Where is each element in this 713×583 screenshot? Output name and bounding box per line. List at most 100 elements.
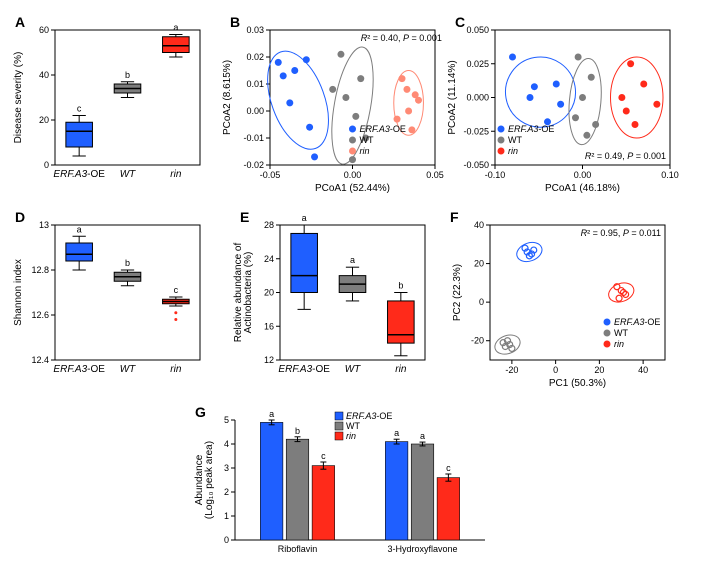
bar-3-Hydroxyflavone-wt bbox=[411, 444, 434, 540]
svg-text:5: 5 bbox=[224, 415, 229, 425]
svg-text:a: a bbox=[394, 428, 399, 438]
svg-text:Abundance(Log₁₀ peak area): Abundance(Log₁₀ peak area) bbox=[194, 441, 215, 519]
svg-text:Relative abundance ofActinobac: Relative abundance ofActinobacteria (%) bbox=[233, 243, 254, 343]
svg-text:-0.02: -0.02 bbox=[243, 160, 264, 170]
svg-text:R² = 0.40, P = 0.001: R² = 0.40, P = 0.001 bbox=[361, 33, 442, 43]
svg-text:PCoA2 (8.615%): PCoA2 (8.615%) bbox=[222, 60, 233, 135]
svg-text:b: b bbox=[125, 70, 130, 80]
svg-text:0: 0 bbox=[479, 297, 484, 307]
svg-text:ERF.A3-OE: ERF.A3-OE bbox=[53, 169, 105, 180]
point-oe bbox=[311, 153, 318, 160]
svg-text:2: 2 bbox=[224, 487, 229, 497]
svg-text:28: 28 bbox=[264, 220, 274, 230]
point-rin bbox=[394, 116, 401, 123]
bar-Riboflavin-oe bbox=[260, 422, 283, 540]
svg-text:16: 16 bbox=[264, 321, 274, 331]
svg-text:PC1 (50.3%): PC1 (50.3%) bbox=[549, 378, 606, 389]
svg-text:PCoA1 (46.18%): PCoA1 (46.18%) bbox=[545, 183, 620, 194]
point-oe bbox=[291, 67, 298, 74]
point-wt bbox=[357, 75, 364, 82]
point-wt bbox=[588, 74, 595, 81]
point-wt bbox=[329, 86, 336, 93]
panel-D: 12.412.612.813Shannon indexaERF.A3-OEbWT… bbox=[55, 225, 200, 360]
panel-label-B: B bbox=[230, 14, 240, 30]
svg-text:0: 0 bbox=[224, 535, 229, 545]
svg-text:0.02: 0.02 bbox=[246, 52, 264, 62]
point-rin bbox=[632, 121, 639, 128]
svg-text:a: a bbox=[173, 23, 178, 33]
panel-label-F: F bbox=[450, 209, 459, 225]
svg-text:R² = 0.49, P = 0.001: R² = 0.49, P = 0.001 bbox=[585, 151, 666, 161]
point-oe bbox=[286, 99, 293, 106]
bar-Riboflavin-rin bbox=[312, 466, 335, 540]
svg-text:20: 20 bbox=[594, 365, 604, 375]
point-wt bbox=[349, 156, 356, 163]
svg-text:WT: WT bbox=[508, 135, 522, 145]
svg-text:a: a bbox=[302, 213, 307, 223]
svg-text:b: b bbox=[295, 426, 300, 436]
svg-text:c: c bbox=[174, 285, 179, 295]
bar-Riboflavin-wt bbox=[286, 439, 309, 540]
svg-text:0.025: 0.025 bbox=[466, 59, 489, 69]
svg-text:a: a bbox=[350, 255, 355, 265]
svg-text:20: 20 bbox=[264, 288, 274, 298]
svg-text:0.10: 0.10 bbox=[661, 170, 679, 180]
svg-text:rin: rin bbox=[614, 339, 624, 349]
svg-text:0.00: 0.00 bbox=[344, 170, 362, 180]
panel-label-E: E bbox=[240, 209, 249, 225]
point-wt bbox=[575, 54, 582, 61]
svg-text:-0.10: -0.10 bbox=[485, 170, 506, 180]
svg-text:12: 12 bbox=[264, 355, 274, 365]
svg-text:20: 20 bbox=[39, 115, 49, 125]
point-rin bbox=[627, 60, 634, 67]
svg-text:rin: rin bbox=[395, 364, 407, 375]
bar-3-Hydroxyflavone-rin bbox=[437, 478, 460, 540]
point-oe bbox=[509, 54, 516, 61]
svg-text:ERF.A3-OE: ERF.A3-OE bbox=[278, 364, 330, 375]
point-rin bbox=[653, 101, 660, 108]
panel-label-A: A bbox=[15, 14, 25, 30]
point-rin bbox=[415, 97, 422, 104]
box-rin bbox=[388, 301, 415, 343]
svg-text:0.05: 0.05 bbox=[426, 170, 444, 180]
point-oe bbox=[306, 124, 313, 131]
box-rin bbox=[163, 37, 190, 53]
svg-text:ERF.A3-OE: ERF.A3-OE bbox=[360, 124, 406, 134]
svg-text:ERF.A3-OE: ERF.A3-OE bbox=[53, 364, 105, 375]
bar-3-Hydroxyflavone-oe bbox=[385, 442, 408, 540]
svg-text:WT: WT bbox=[360, 135, 374, 145]
svg-text:0.00: 0.00 bbox=[246, 106, 264, 116]
svg-text:c: c bbox=[321, 451, 326, 461]
svg-text:4: 4 bbox=[224, 439, 229, 449]
panel-A: 0204060Disease severity (%)cERF.A3-OEbWT… bbox=[55, 30, 200, 165]
svg-text:-20: -20 bbox=[471, 336, 484, 346]
point-rin bbox=[618, 94, 625, 101]
svg-text:c: c bbox=[446, 463, 451, 473]
svg-text:60: 60 bbox=[39, 25, 49, 35]
svg-text:a: a bbox=[77, 224, 82, 234]
point-oe bbox=[280, 72, 287, 79]
svg-text:b: b bbox=[125, 258, 130, 268]
svg-text:rin: rin bbox=[170, 169, 182, 180]
svg-text:-0.050: -0.050 bbox=[463, 160, 489, 170]
svg-text:-0.025: -0.025 bbox=[463, 126, 489, 136]
svg-text:40: 40 bbox=[474, 220, 484, 230]
svg-text:12.4: 12.4 bbox=[31, 355, 49, 365]
panel-label-D: D bbox=[15, 209, 25, 225]
point-oe bbox=[531, 83, 538, 90]
svg-text:Disease severity (%): Disease severity (%) bbox=[13, 52, 24, 144]
panel-B: -0.050.000.05-0.02-0.010.000.010.020.03P… bbox=[270, 30, 435, 165]
point-oe bbox=[557, 101, 564, 108]
panel-C: -0.100.000.10-0.050-0.0250.0000.0250.050… bbox=[495, 30, 670, 165]
svg-text:PCoA2 (11.14%): PCoA2 (11.14%) bbox=[447, 60, 458, 134]
svg-text:rin: rin bbox=[360, 146, 370, 156]
svg-text:WT: WT bbox=[120, 364, 136, 375]
svg-text:13: 13 bbox=[39, 220, 49, 230]
svg-text:-0.01: -0.01 bbox=[243, 133, 264, 143]
svg-text:0.01: 0.01 bbox=[246, 79, 264, 89]
point-rin bbox=[623, 108, 630, 115]
svg-text:PCoA1 (52.44%): PCoA1 (52.44%) bbox=[315, 183, 390, 194]
svg-text:12.8: 12.8 bbox=[31, 265, 49, 275]
point-rin bbox=[408, 126, 415, 133]
svg-text:rin: rin bbox=[170, 364, 182, 375]
